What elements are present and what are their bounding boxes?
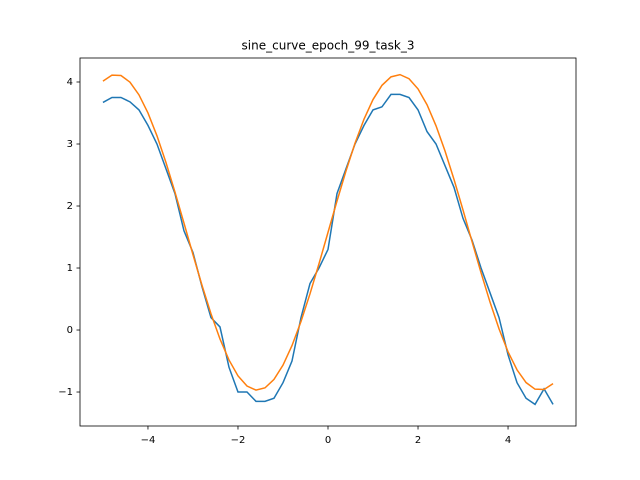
y-tick-label: 2 bbox=[67, 201, 73, 212]
line-series bbox=[102, 73, 554, 391]
line-series bbox=[102, 93, 554, 406]
x-tick-label: 2 bbox=[415, 435, 421, 446]
plot-frame bbox=[79, 57, 577, 427]
x-tick-label: −2 bbox=[231, 435, 246, 446]
x-tick-label: 4 bbox=[505, 435, 511, 446]
x-tick-label: −4 bbox=[141, 435, 156, 446]
y-tick-label: 0 bbox=[67, 325, 73, 336]
x-tick-label: 0 bbox=[325, 435, 331, 446]
y-tick-label: 1 bbox=[67, 263, 73, 274]
chart-title: sine_curve_epoch_99_task_3 bbox=[242, 39, 415, 53]
y-tick-label: −1 bbox=[58, 387, 73, 398]
y-tick-label: 3 bbox=[67, 139, 73, 150]
y-tick-label: 4 bbox=[67, 77, 73, 88]
